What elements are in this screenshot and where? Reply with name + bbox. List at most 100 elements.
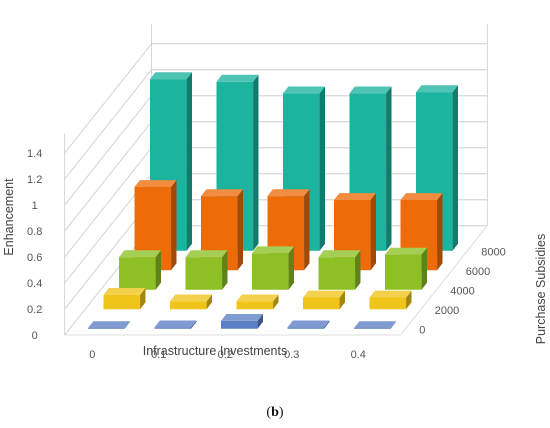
x-tick-label: 0.1	[151, 349, 166, 361]
bar	[134, 180, 177, 271]
bar-side	[222, 250, 228, 290]
bar	[154, 320, 197, 329]
bar	[103, 288, 146, 310]
bar-top	[134, 180, 177, 187]
bar	[88, 321, 130, 329]
bar-top	[334, 193, 376, 200]
bar-top	[385, 247, 427, 255]
y-tick-label: 1.4	[27, 148, 42, 160]
bar-top	[303, 290, 345, 298]
y-tick-label: 0.8	[27, 226, 42, 238]
z-axis-title: Purchase Subsidies	[534, 234, 548, 344]
bar-front	[170, 301, 207, 310]
bar	[170, 294, 212, 310]
bar-top	[283, 86, 325, 94]
x-tick-label: 0.3	[284, 349, 299, 361]
bar-side	[452, 85, 458, 251]
bar-side	[191, 320, 197, 329]
bar-top	[221, 314, 263, 321]
bar-side	[437, 193, 443, 271]
bar-top	[287, 320, 330, 328]
z-tick-label: 0	[419, 324, 425, 336]
bars	[88, 72, 458, 329]
bar-side	[370, 193, 376, 271]
x-axis-title: Infrastructure Investments	[143, 344, 288, 358]
bar-side	[421, 247, 427, 290]
floor-edge	[64, 225, 488, 336]
bar-side	[257, 314, 263, 329]
bar-side	[253, 74, 259, 251]
bar-top	[201, 189, 243, 197]
bar-top	[416, 85, 458, 93]
y-tick-label: 0.2	[27, 304, 42, 316]
z-tick-label: 6000	[466, 266, 490, 278]
x-tick-label: 0.4	[351, 349, 366, 361]
bar-top	[318, 250, 361, 258]
bar-side	[140, 288, 146, 310]
bar-side	[355, 250, 361, 290]
bar-front	[119, 257, 156, 290]
bar-front	[185, 257, 223, 290]
bar	[236, 294, 279, 310]
bar-front	[221, 320, 258, 329]
z-tick-label: 4000	[450, 285, 474, 297]
z-tick-label: 8000	[481, 246, 505, 258]
bar-front	[303, 297, 340, 310]
bar-side	[237, 189, 243, 271]
z-tick-label: 2000	[435, 305, 459, 317]
bar	[252, 246, 294, 290]
bar	[303, 290, 345, 310]
bar-top	[236, 294, 279, 302]
bar-top	[88, 321, 130, 328]
figure-caption: (b)	[266, 405, 283, 420]
bar-side	[319, 86, 325, 251]
bar	[354, 321, 396, 329]
bar-side	[288, 246, 294, 290]
bar-side	[206, 294, 212, 310]
bar-front	[369, 297, 407, 310]
bar-front	[103, 294, 141, 310]
bar-front	[154, 327, 192, 329]
bar-top	[267, 189, 310, 197]
bar-front	[318, 257, 356, 290]
y-tick-label: 0.4	[27, 278, 42, 290]
bar-top	[354, 321, 396, 328]
y-tick-label: 0	[32, 330, 38, 342]
bar-front	[236, 301, 274, 310]
bar-side	[386, 86, 392, 251]
bar-top	[216, 74, 259, 82]
bar-side	[406, 290, 412, 310]
y-tick-label: 1.2	[27, 174, 42, 186]
bar	[221, 314, 263, 329]
bar-side	[124, 321, 130, 329]
bar-side	[339, 290, 345, 310]
y-tick-label: 0.6	[27, 252, 42, 264]
bar-top	[185, 250, 228, 258]
bar-top	[252, 246, 294, 254]
bar	[119, 250, 161, 290]
bar-top	[400, 193, 443, 200]
bar-front	[385, 254, 422, 290]
bar-top	[369, 290, 412, 298]
bar	[369, 290, 412, 310]
bar	[185, 250, 228, 290]
bar-side	[155, 250, 161, 290]
bar-top	[170, 294, 212, 302]
bar-front	[134, 187, 172, 271]
bar-front	[88, 328, 125, 329]
bar-side	[171, 180, 177, 271]
bar-top	[150, 72, 192, 80]
bar-side	[390, 321, 396, 329]
bar-side	[324, 320, 330, 329]
bar-top	[103, 288, 146, 295]
bar-top	[349, 86, 392, 94]
bar-front	[354, 328, 391, 329]
bar	[385, 247, 427, 290]
bar-top	[119, 250, 161, 258]
bar-top	[154, 320, 197, 328]
x-tick-label: 0	[89, 349, 95, 361]
bar-side	[186, 72, 192, 251]
bar	[287, 320, 330, 329]
